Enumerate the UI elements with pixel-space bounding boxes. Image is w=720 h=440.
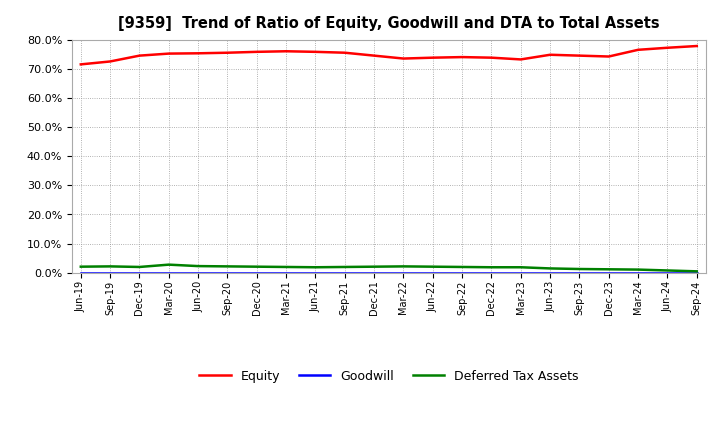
Legend: Equity, Goodwill, Deferred Tax Assets: Equity, Goodwill, Deferred Tax Assets [194, 365, 583, 388]
Deferred Tax Assets [399, 264, 408, 269]
Equity [487, 55, 496, 60]
Line: Equity: Equity [81, 46, 697, 64]
Goodwill [135, 270, 144, 275]
Goodwill [634, 270, 642, 275]
Deferred Tax Assets [634, 267, 642, 272]
Equity [370, 53, 379, 58]
Goodwill [106, 270, 114, 275]
Equity [106, 59, 114, 64]
Goodwill [194, 270, 202, 275]
Equity [575, 53, 584, 58]
Goodwill [663, 270, 672, 275]
Goodwill [223, 270, 232, 275]
Goodwill [76, 270, 85, 275]
Equity [76, 62, 85, 67]
Deferred Tax Assets [341, 264, 349, 270]
Goodwill [399, 270, 408, 275]
Equity [223, 50, 232, 55]
Deferred Tax Assets [135, 264, 144, 270]
Deferred Tax Assets [516, 264, 525, 270]
Deferred Tax Assets [194, 264, 202, 269]
Goodwill [575, 270, 584, 275]
Goodwill [164, 270, 173, 275]
Goodwill [370, 270, 379, 275]
Deferred Tax Assets [693, 269, 701, 274]
Deferred Tax Assets [370, 264, 379, 269]
Deferred Tax Assets [546, 266, 554, 271]
Equity [399, 56, 408, 61]
Goodwill [253, 270, 261, 275]
Deferred Tax Assets [487, 264, 496, 270]
Equity [164, 51, 173, 56]
Deferred Tax Assets [575, 266, 584, 271]
Title: [9359]  Trend of Ratio of Equity, Goodwill and DTA to Total Assets: [9359] Trend of Ratio of Equity, Goodwil… [118, 16, 660, 32]
Equity [253, 49, 261, 55]
Goodwill [428, 270, 437, 275]
Goodwill [546, 270, 554, 275]
Equity [516, 57, 525, 62]
Equity [282, 48, 290, 54]
Equity [341, 50, 349, 55]
Goodwill [341, 270, 349, 275]
Equity [546, 52, 554, 57]
Equity [605, 54, 613, 59]
Equity [135, 53, 144, 58]
Deferred Tax Assets [428, 264, 437, 269]
Deferred Tax Assets [311, 264, 320, 270]
Equity [458, 55, 467, 60]
Equity [311, 49, 320, 55]
Deferred Tax Assets [106, 264, 114, 269]
Equity [663, 45, 672, 51]
Line: Deferred Tax Assets: Deferred Tax Assets [81, 264, 697, 271]
Equity [634, 47, 642, 52]
Goodwill [311, 270, 320, 275]
Deferred Tax Assets [253, 264, 261, 269]
Deferred Tax Assets [663, 268, 672, 273]
Deferred Tax Assets [458, 264, 467, 270]
Goodwill [487, 270, 496, 275]
Deferred Tax Assets [76, 264, 85, 269]
Deferred Tax Assets [164, 262, 173, 267]
Goodwill [693, 270, 701, 275]
Goodwill [516, 270, 525, 275]
Deferred Tax Assets [282, 264, 290, 270]
Deferred Tax Assets [605, 267, 613, 272]
Equity [693, 44, 701, 49]
Goodwill [282, 270, 290, 275]
Deferred Tax Assets [223, 264, 232, 269]
Goodwill [458, 270, 467, 275]
Equity [428, 55, 437, 60]
Goodwill [605, 270, 613, 275]
Equity [194, 51, 202, 56]
